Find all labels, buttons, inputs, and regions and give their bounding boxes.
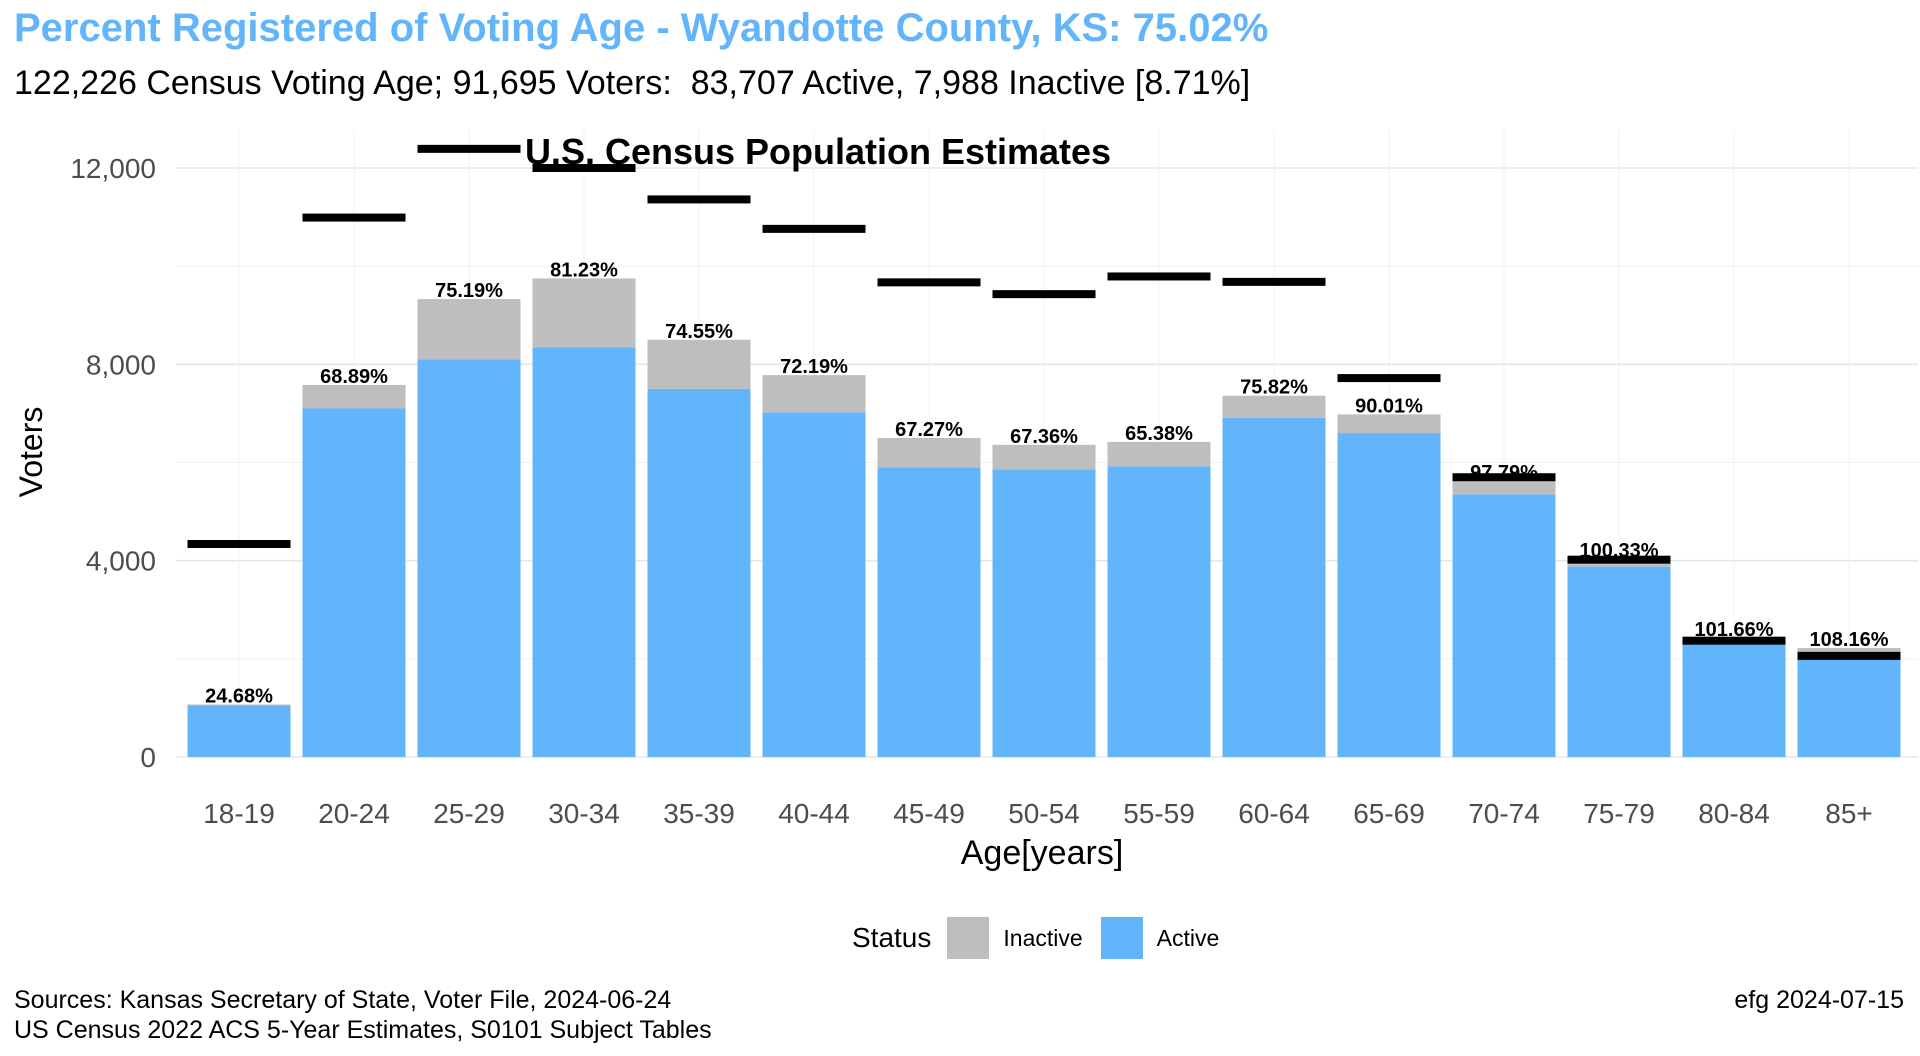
x-tick-label: 60-64 xyxy=(1238,798,1310,829)
y-tick-label: 8,000 xyxy=(86,349,156,380)
bar-inactive xyxy=(532,278,636,348)
x-tick-label: 35-39 xyxy=(663,798,735,829)
bars xyxy=(187,278,1901,757)
bar-active xyxy=(1797,658,1901,757)
y-tick-label: 12,000 xyxy=(70,153,156,184)
x-axis: 18-19 20-24 25-29 30-34 35-39 40-44 45-49 50-54… xyxy=(203,798,1873,829)
bar-inactive xyxy=(1337,414,1441,434)
bar-inactive xyxy=(877,437,981,468)
bar-inactive xyxy=(1107,441,1211,467)
bar-inactive xyxy=(762,375,866,413)
pct-label: 72.19% xyxy=(780,356,848,378)
source-line-2: US Census 2022 ACS 5-Year Estimates, S01… xyxy=(14,1016,712,1044)
bar-active xyxy=(1337,433,1441,757)
y-axis: 0 4,000 8,000 12,000 xyxy=(70,153,156,773)
pct-label: 90.01% xyxy=(1355,395,1423,417)
chart-title: Percent Registered of Voting Age - Wyand… xyxy=(14,6,1269,50)
bar-inactive xyxy=(992,444,1096,470)
x-tick-label: 80-84 xyxy=(1698,798,1770,829)
pct-label: 75.82% xyxy=(1240,377,1308,399)
bar-active xyxy=(647,388,751,757)
legend-title: Status xyxy=(852,922,932,953)
x-tick-label: 20-24 xyxy=(318,798,390,829)
pct-label: 24.68% xyxy=(205,685,273,707)
pct-label: 74.55% xyxy=(665,321,733,343)
census-marker xyxy=(1452,473,1556,482)
census-marker xyxy=(762,224,866,233)
pct-label: 67.36% xyxy=(1010,426,1078,448)
pct-label: 108.16% xyxy=(1810,629,1889,651)
pct-label: 75.19% xyxy=(435,280,503,302)
x-tick-label: 50-54 xyxy=(1008,798,1080,829)
x-tick-label: 40-44 xyxy=(778,798,850,829)
bar-active xyxy=(532,347,636,757)
legend: Status Inactive Active xyxy=(852,916,1237,960)
x-tick-label: 65-69 xyxy=(1353,798,1425,829)
x-axis-label: Age[years] xyxy=(961,834,1124,872)
bar-inactive xyxy=(1222,395,1326,418)
pct-label: 101.66% xyxy=(1695,619,1774,641)
census-marker xyxy=(1222,277,1326,286)
bar-active xyxy=(992,469,1096,757)
census-marker xyxy=(1797,651,1901,660)
census-markers xyxy=(187,144,1901,660)
bar-inactive xyxy=(302,384,406,409)
bar-active xyxy=(762,412,866,757)
pct-label: 65.38% xyxy=(1125,423,1193,445)
source-line-1: Sources: Kansas Secretary of State, Vote… xyxy=(14,986,672,1014)
census-marker xyxy=(647,195,751,204)
bar-inactive xyxy=(647,339,751,389)
census-marker xyxy=(302,213,406,222)
x-tick-label: 75-79 xyxy=(1583,798,1655,829)
x-tick-label: 45-49 xyxy=(893,798,965,829)
bar-active xyxy=(1222,417,1326,757)
x-tick-label: 30-34 xyxy=(548,798,620,829)
bar-active xyxy=(302,408,406,757)
chart-subtitle: 122,226 Census Voting Age; 91,695 Voters… xyxy=(14,64,1251,102)
x-tick-label: 55-59 xyxy=(1123,798,1195,829)
credit-line: efg 2024-07-15 xyxy=(1734,986,1904,1014)
x-tick-label: 85+ xyxy=(1825,798,1873,829)
x-tick-label: 18-19 xyxy=(203,798,275,829)
y-axis-label: Voters xyxy=(13,407,49,498)
y-tick-label: 4,000 xyxy=(86,546,156,577)
bar-inactive xyxy=(187,704,291,706)
pct-label: 97.79% xyxy=(1470,462,1538,484)
bar-active xyxy=(1682,644,1786,757)
bar-active xyxy=(1452,494,1556,757)
legend-key-active xyxy=(1100,917,1143,959)
pct-labels: 24.68% 68.89% 75.19% 81.23% 74.55% 72.19% 67.2… xyxy=(205,259,1889,707)
census-marker xyxy=(877,278,981,287)
bar-active xyxy=(1567,566,1671,757)
bar-active xyxy=(417,359,521,757)
census-marker xyxy=(1337,374,1441,383)
census-marker xyxy=(187,539,291,548)
census-annotation: U.S. Census Population Estimates xyxy=(525,131,1111,172)
x-tick-label: 70-74 xyxy=(1468,798,1540,829)
bar-active xyxy=(877,467,981,757)
census-marker xyxy=(1567,555,1671,564)
legend-label-active: Active xyxy=(1156,924,1220,951)
bar-active xyxy=(1107,466,1211,757)
bar-inactive xyxy=(417,299,521,360)
pct-label: 81.23% xyxy=(550,259,618,281)
census-marker xyxy=(532,164,636,172)
pct-label: 67.27% xyxy=(895,419,963,441)
pct-label: 100.33% xyxy=(1580,540,1659,562)
bar-inactive xyxy=(1452,481,1556,495)
legend-key-inactive xyxy=(947,917,990,959)
x-tick-label: 25-29 xyxy=(433,798,505,829)
pct-label: 68.89% xyxy=(320,366,388,388)
census-marker xyxy=(417,144,521,153)
census-marker xyxy=(992,290,1096,299)
bar-active xyxy=(187,705,291,757)
census-marker xyxy=(1682,636,1786,645)
census-marker xyxy=(1107,272,1211,281)
legend-label-inactive: Inactive xyxy=(1003,924,1083,951)
y-tick-label: 0 xyxy=(140,742,156,773)
